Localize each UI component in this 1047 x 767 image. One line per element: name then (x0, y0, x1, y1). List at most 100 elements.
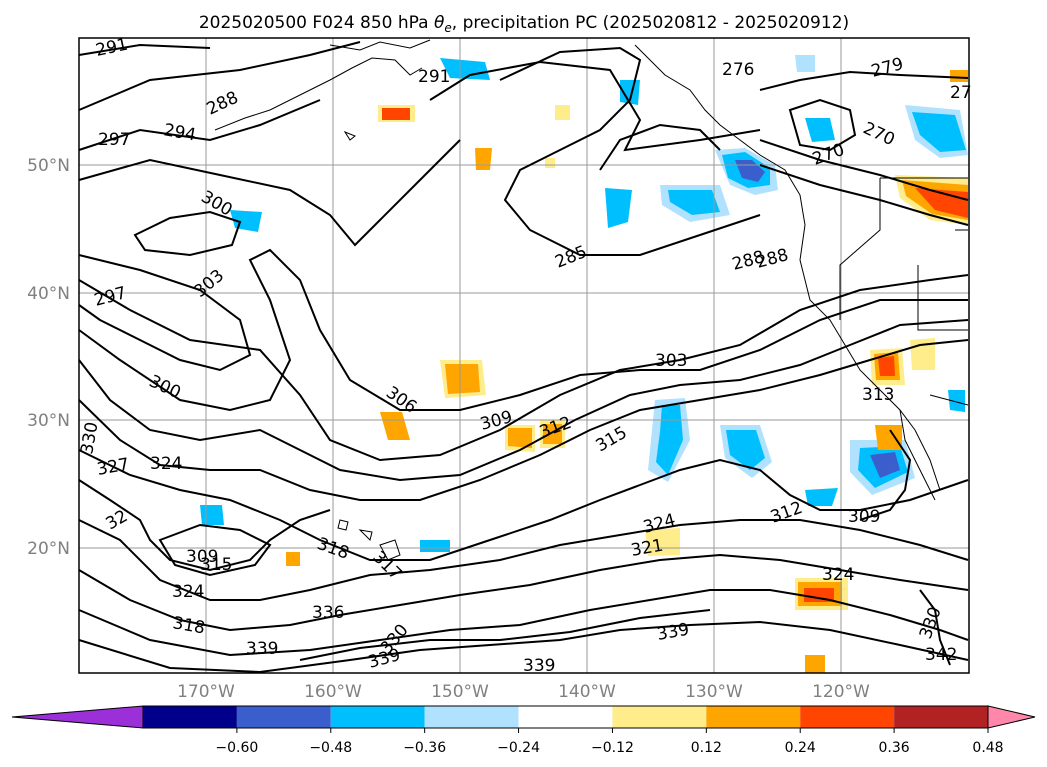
map-frame (78, 37, 970, 674)
colorbar-segment (518, 706, 613, 728)
contour-line (429, 60, 761, 152)
contour-closed (788, 98, 857, 152)
map-panel: 291 288 291 276 279 27 297 294 270 270 2… (77, 35, 971, 676)
coastline-alaska-peninsula (214, 57, 423, 131)
contour-label: 297 (98, 130, 130, 150)
colorbar-segment (236, 706, 331, 728)
colorbar-tick-label: −0.48 (309, 740, 352, 756)
contour-line (78, 41, 361, 111)
coastline-alaska (329, 39, 431, 51)
contour-line (759, 70, 969, 91)
precip-area (948, 390, 965, 412)
contour-label: 342 (925, 645, 957, 665)
contour-label: 291 (418, 67, 450, 87)
state-border (839, 178, 881, 320)
contour-line (78, 519, 969, 601)
coastline-north-america (634, 44, 941, 491)
precip-area (912, 112, 966, 152)
contour-line (759, 164, 969, 226)
island-hawaii (379, 539, 401, 561)
contour-line (78, 553, 969, 632)
lon-label: 170°W (177, 682, 235, 702)
lon-label: 120°W (812, 682, 870, 702)
island-hawaii (337, 519, 349, 531)
colorbar-segment (612, 706, 707, 728)
contour-label: 313 (862, 385, 894, 405)
colorbar-tick-label: 0.24 (785, 740, 816, 756)
contour-line (919, 589, 951, 666)
contour-line (78, 479, 331, 572)
colorbar-tick-label: 0.12 (691, 740, 722, 756)
precip-area (645, 528, 680, 556)
lon-label: 140°W (558, 682, 616, 702)
contour-line (78, 589, 969, 657)
precip-area (805, 655, 825, 673)
colorbar-segment (800, 706, 895, 728)
lat-label: 40°N (27, 284, 70, 304)
contour-label: 309 (848, 507, 880, 527)
precip-area (445, 364, 480, 394)
lat-label: 30°N (27, 411, 70, 431)
colorbar-tick-label: 0.36 (879, 740, 910, 756)
colorbar-tick-label: −0.24 (497, 740, 540, 756)
precip-area (875, 425, 902, 450)
lat-labels: 50°N 40°N 30°N 20°N (27, 156, 70, 559)
contour-line (78, 449, 969, 561)
contour-label: 309 (186, 547, 218, 567)
figure-title: 2025020500 F024 850 hPa θe, precipitatio… (199, 13, 849, 35)
lon-label: 130°W (685, 682, 743, 702)
colorbar-segment (143, 706, 237, 728)
contour-label: 324 (172, 582, 204, 602)
border-us-mexico (929, 394, 969, 406)
contour-label: 339 (246, 639, 278, 659)
precip-area (200, 505, 224, 525)
colorbar-tick-label: −0.12 (591, 740, 634, 756)
precip-area (878, 356, 895, 376)
contour-label: 303 (655, 351, 687, 371)
contour-label: 315 (200, 555, 232, 575)
precip-area (508, 428, 532, 448)
contour-line (759, 139, 969, 201)
lon-labels: 170°W 160°W 150°W 140°W 130°W 120°W (177, 682, 870, 702)
precip-area (656, 405, 683, 475)
colorbar-tick-label: 0.48 (972, 740, 1003, 756)
contour-label: 336 (312, 603, 344, 623)
colorbar: −0.60 −0.48 −0.36 −0.24 −0.12 0.12 0.24 0.36 0.4… (11, 705, 1036, 756)
contour-label: 276 (722, 60, 754, 80)
precip-area (805, 118, 835, 142)
contour-line (78, 274, 969, 462)
contour-label: 324 (822, 565, 854, 585)
precip-area (795, 55, 815, 72)
precip-area (555, 105, 570, 120)
precip-area (910, 338, 935, 370)
colorbar-extend-low (11, 705, 144, 729)
contour-closed (158, 523, 272, 577)
precip-area (380, 412, 410, 440)
precip-area (870, 452, 900, 478)
contour-label: 324 (150, 454, 182, 474)
precip-area (286, 552, 300, 566)
theta-e-contours (78, 41, 969, 674)
precip-area (605, 188, 632, 228)
contour-label: 339 (523, 656, 555, 676)
contour-line (78, 139, 461, 247)
contour-line (78, 319, 969, 482)
colorbar-frame (142, 705, 989, 729)
contour-line (78, 248, 968, 412)
contour-label: 27 (950, 83, 972, 103)
precip-area (545, 158, 555, 168)
lat-label: 20°N (27, 539, 70, 559)
colorbar-segment (894, 706, 988, 728)
contour-line (599, 123, 721, 171)
contour-line (299, 609, 711, 661)
colorbar-segment (706, 706, 801, 728)
coastlines (214, 39, 969, 561)
contour-line (859, 429, 912, 521)
colorbar-tick-label: −0.60 (215, 740, 258, 756)
lat-label: 50°N (27, 156, 70, 176)
colorbar-segment (330, 706, 425, 728)
precip-area (382, 108, 410, 120)
coastline-baja (899, 409, 936, 501)
island-hawaii (358, 529, 373, 541)
